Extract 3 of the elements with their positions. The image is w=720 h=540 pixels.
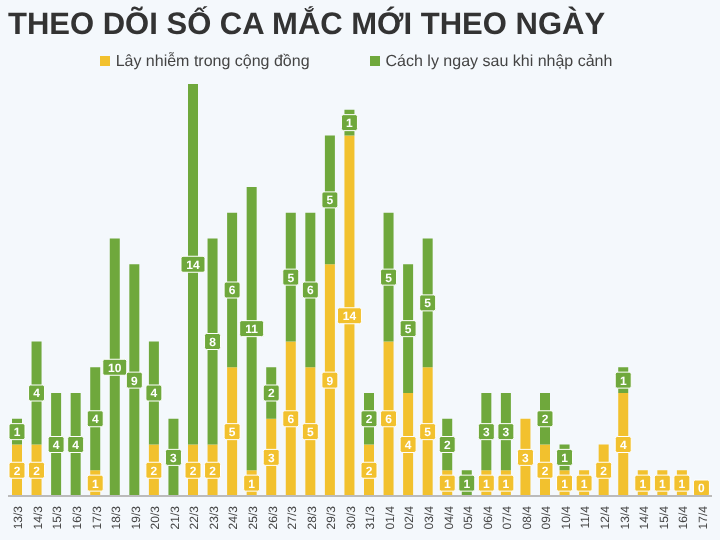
- chart-title: THEO DÕI SỐ CA MẮC MỚI THEO NGÀY: [8, 8, 606, 44]
- legend-label: Lây nhiễm trong cộng đồng: [113, 52, 310, 70]
- legend-label: Cách ly ngay sau khi nhập cảnh: [383, 52, 613, 70]
